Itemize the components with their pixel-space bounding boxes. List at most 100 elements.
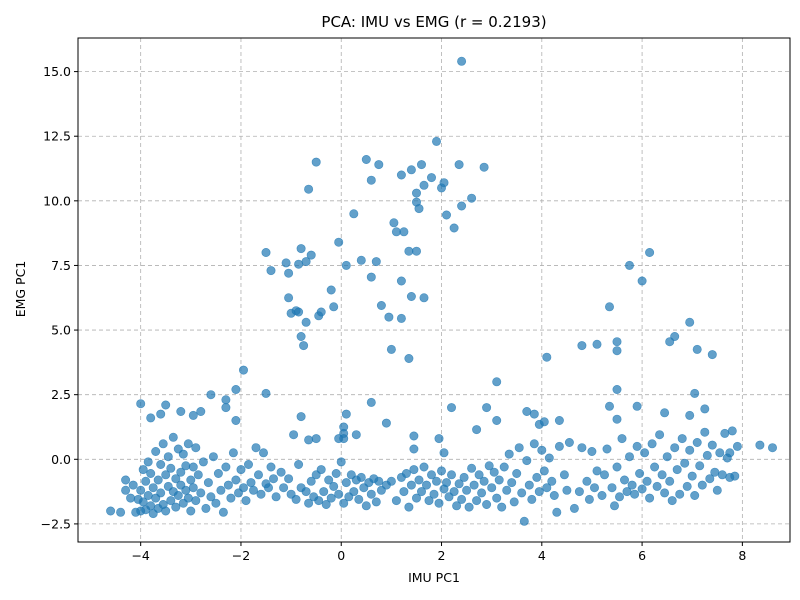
data-point	[311, 434, 321, 444]
data-point	[399, 227, 409, 237]
data-point	[366, 272, 376, 282]
data-point	[512, 468, 522, 478]
data-point	[492, 377, 502, 387]
data-point	[467, 463, 477, 473]
data-point	[462, 485, 472, 495]
data-point	[487, 483, 497, 493]
data-point	[223, 480, 233, 490]
data-point	[239, 483, 249, 493]
grid	[78, 38, 790, 542]
data-point	[319, 487, 329, 497]
data-point	[384, 312, 394, 322]
data-point	[361, 501, 371, 511]
data-point	[404, 502, 414, 512]
data-point	[705, 474, 715, 484]
data-point	[211, 498, 221, 508]
data-point	[296, 331, 306, 341]
data-point	[614, 492, 624, 502]
data-point	[640, 448, 650, 458]
data-point	[411, 188, 421, 198]
data-point	[755, 440, 765, 450]
data-point	[707, 350, 717, 360]
ticks: −4 −2 0 2 4 6 8 −2.5 0.0 2.5 5.0 7.5 10.0 12.5 15.0	[41, 64, 747, 563]
data-point	[329, 481, 339, 491]
data-point	[279, 483, 289, 493]
data-point	[136, 399, 146, 409]
data-point	[577, 443, 587, 453]
data-point	[627, 480, 637, 490]
data-point	[604, 302, 614, 312]
data-point	[254, 470, 264, 480]
data-point	[492, 415, 502, 425]
data-point	[612, 337, 622, 347]
data-point	[396, 313, 406, 323]
data-point	[261, 388, 271, 398]
data-point	[141, 476, 151, 486]
data-point	[216, 485, 226, 495]
x-tick-label: 4	[538, 548, 546, 563]
data-point	[534, 487, 544, 497]
data-point	[188, 462, 198, 472]
data-point	[419, 180, 429, 190]
data-point	[176, 467, 186, 477]
axes	[77, 37, 791, 543]
data-point	[221, 395, 231, 405]
data-point	[218, 507, 228, 517]
data-point	[426, 470, 436, 480]
data-point	[304, 498, 314, 508]
data-point	[281, 258, 291, 268]
data-point	[138, 465, 148, 475]
data-point	[349, 487, 359, 497]
data-point	[186, 506, 196, 516]
data-point	[329, 302, 339, 312]
data-point	[484, 461, 494, 471]
data-point	[642, 476, 652, 486]
data-point	[454, 160, 464, 170]
data-point	[564, 437, 574, 447]
data-point	[424, 496, 434, 506]
data-point	[326, 493, 336, 503]
data-point	[492, 493, 502, 503]
data-point	[386, 476, 396, 486]
data-point	[366, 397, 376, 407]
data-point	[612, 384, 622, 394]
data-point	[156, 459, 166, 469]
data-point	[685, 410, 695, 420]
data-point	[136, 485, 146, 495]
data-point	[391, 227, 401, 237]
data-point	[479, 162, 489, 172]
data-point	[261, 248, 271, 258]
data-point	[289, 430, 299, 440]
data-point	[296, 412, 306, 422]
data-point	[542, 352, 552, 362]
data-point	[166, 496, 176, 506]
data-point	[311, 157, 321, 167]
data-point	[354, 494, 364, 504]
y-tick-label: 2.5	[51, 387, 71, 402]
chart-title: PCA: IMU vs EMG (r = 0.2193)	[321, 13, 546, 31]
data-point	[635, 468, 645, 478]
data-point	[474, 470, 484, 480]
data-point	[301, 317, 311, 327]
data-point	[143, 457, 153, 467]
data-point	[416, 487, 426, 497]
data-point	[584, 494, 594, 504]
data-point	[547, 476, 557, 486]
data-point	[241, 496, 251, 506]
data-point	[156, 488, 166, 498]
data-point	[549, 490, 559, 500]
data-point	[499, 462, 509, 472]
data-point	[647, 439, 657, 449]
data-point	[436, 466, 446, 476]
y-tick-label: 10.0	[43, 193, 71, 208]
data-point	[637, 276, 647, 286]
data-point	[173, 490, 183, 500]
data-point	[717, 470, 727, 480]
data-point	[421, 480, 431, 490]
data-point	[436, 183, 446, 193]
data-point	[497, 502, 507, 512]
data-point	[624, 260, 634, 270]
data-point	[121, 485, 131, 495]
data-point	[366, 175, 376, 185]
x-tick-label: −2	[232, 548, 250, 563]
